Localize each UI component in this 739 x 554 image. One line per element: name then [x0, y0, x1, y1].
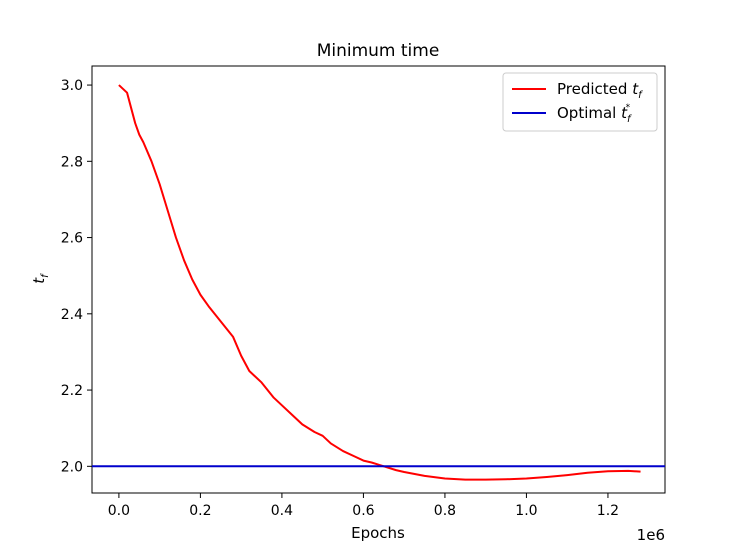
legend-label-predicted-name: Predicted — [557, 80, 627, 98]
legend-label-predicted: Predicted tf — [557, 80, 643, 101]
series-layer — [92, 84, 665, 481]
chart-title: Minimum time — [317, 41, 440, 61]
legend-label-optimal-sub: f — [627, 114, 632, 125]
y-axis-label: tf — [30, 273, 51, 284]
plot-area — [91, 65, 666, 494]
y-tick-label: 2.0 — [61, 459, 83, 475]
series-line-predicted — [118, 84, 641, 481]
y-tick-label: 2.6 — [61, 231, 83, 247]
x-axis-label: Epochs — [351, 524, 405, 542]
y-tick-label: 3.0 — [61, 78, 83, 94]
x-tick-label: 0.2 — [189, 503, 211, 519]
y-axis-label-sub: f — [40, 273, 51, 278]
x-tick-label: 0.0 — [108, 503, 130, 519]
x-tick-label: 0.4 — [271, 503, 293, 519]
legend: Predicted tf Optimal tf* — [502, 72, 658, 132]
y-tick-label: 2.8 — [61, 154, 83, 170]
y-tick-label: 2.2 — [61, 383, 83, 399]
y-axis-label-main: t — [30, 277, 48, 284]
x-tick-label: 0.8 — [434, 503, 456, 519]
x-tick-label: 0.6 — [352, 503, 374, 519]
legend-label-optimal-name: Optimal — [557, 104, 616, 122]
y-tick-label: 2.4 — [61, 307, 83, 323]
legend-label-predicted-sub: f — [638, 90, 643, 101]
y-axis-ticks: 2.0 2.2 2.4 2.6 2.8 3.0 — [61, 78, 92, 475]
legend-label-optimal-sup: * — [626, 103, 631, 113]
x-tick-label: 1.2 — [597, 503, 619, 519]
x-axis-ticks: 0.0 0.2 0.4 0.6 0.8 1.0 1.2 — [108, 493, 619, 519]
legend-label-optimal: Optimal tf* — [557, 103, 632, 125]
x-tick-label: 1.0 — [515, 503, 537, 519]
x-axis-offset-label: 1e6 — [637, 526, 665, 544]
legend-box — [502, 72, 658, 132]
